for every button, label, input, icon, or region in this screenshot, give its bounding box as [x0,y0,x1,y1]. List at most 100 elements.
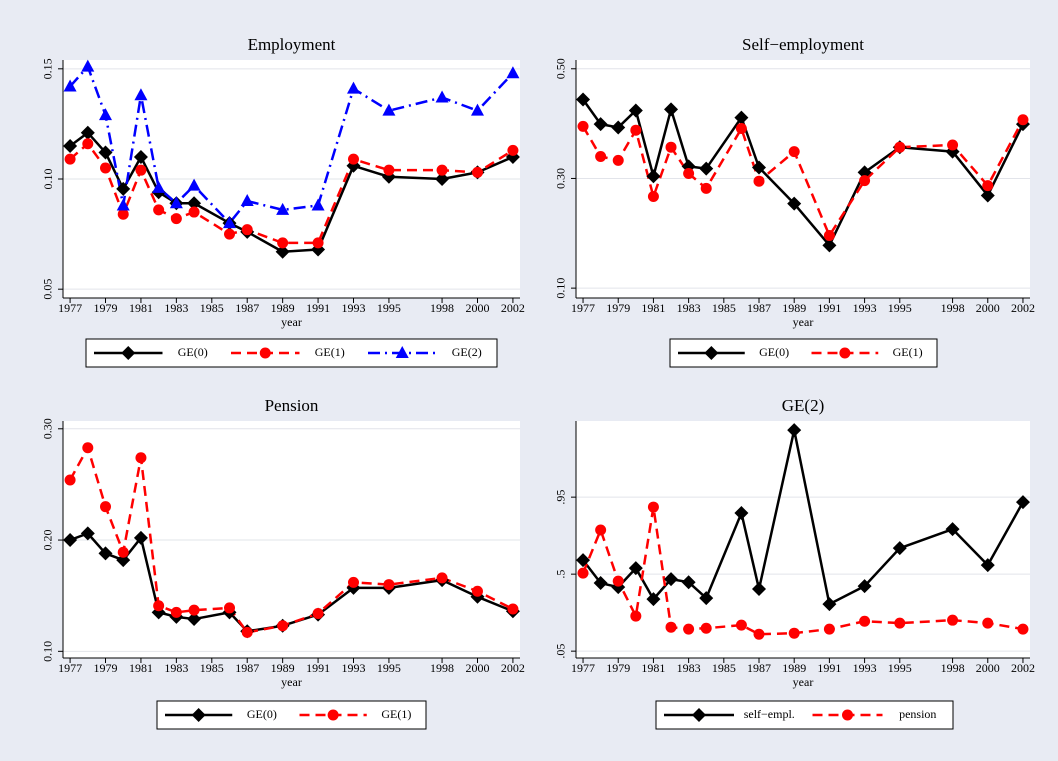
data-point [347,576,359,588]
data-point [276,202,290,215]
data-point [100,501,112,513]
data-point [170,606,182,618]
x-tick-label: 1979 [606,301,630,315]
data-point [435,172,450,186]
y-tick-label: .5 [554,570,568,579]
data-point [382,103,396,116]
x-tick-label: 2002 [1011,661,1035,675]
y-tick-label: 0.10 [554,278,568,299]
x-tick-label: 2002 [501,301,525,315]
data-point [507,603,519,615]
data-point [753,175,765,187]
x-tick-label: 1991 [306,301,330,315]
x-tick-label: 2000 [976,661,1000,675]
x-tick-label: 1987 [747,661,771,675]
data-point [240,194,254,207]
data-point [80,526,95,541]
data-point [277,237,289,249]
data-point [383,164,395,176]
data-point [593,576,608,591]
x-tick-label: 1995 [888,661,912,675]
data-point [857,165,872,180]
data-point [665,141,677,153]
data-point [311,198,325,211]
y-tick-label: .95 [554,490,568,505]
data-point [822,597,837,612]
x-tick-label: 1998 [430,661,454,675]
data-point [612,154,624,166]
data-point [630,124,642,136]
x-tick-label: 1981 [641,661,665,675]
plot-area [576,60,1030,298]
data-point [383,579,395,591]
x-tick-label: 1983 [677,301,701,315]
data-point [823,229,835,241]
data-point [135,164,147,176]
x-tick-label: 1993 [853,301,877,315]
data-point [188,206,200,218]
data-point [187,178,201,191]
x-tick-label: 1985 [712,301,736,315]
data-point [611,120,626,135]
data-point [152,180,166,193]
data-point [577,120,589,132]
data-point [435,90,449,103]
data-point [699,161,714,176]
data-point [1017,114,1029,126]
x-tick-label: 1989 [271,301,295,315]
data-point [646,169,661,184]
y-tick-label: 0.05 [41,279,55,300]
data-point [64,153,76,165]
data-point [734,506,749,521]
data-point [982,617,994,629]
data-point [436,572,448,584]
data-point [945,522,960,537]
data-point [100,162,112,174]
y-tick-label: 0.15 [41,58,55,79]
data-point [699,591,714,606]
data-point [894,617,906,629]
data-point [99,108,113,121]
data-point [82,138,94,150]
x-tick-label: 1989 [271,661,295,675]
x-tick-label: 1993 [341,301,365,315]
data-point [169,196,183,209]
legend-label: pension [899,707,936,721]
x-tick-label: 1983 [164,301,188,315]
data-point [577,567,589,579]
chart-title: Pension [265,396,319,415]
data-point [787,423,802,438]
data-point [117,208,129,220]
x-tick-label: 1998 [941,301,965,315]
x-tick-label: 1979 [606,661,630,675]
x-tick-label: 2000 [465,301,489,315]
data-point [980,558,995,573]
data-point [892,541,907,556]
data-point [133,530,148,545]
x-tick-label: 1983 [164,661,188,675]
data-point [576,553,591,568]
x-tick-label: 1995 [888,301,912,315]
data-point [664,572,679,587]
data-point [241,626,253,638]
data-point [647,191,659,203]
data-point [471,166,483,178]
chart-title: Self−employment [742,35,864,54]
chart-title: Employment [248,35,336,54]
x-tick-label: 2000 [976,301,1000,315]
data-point [822,238,837,253]
data-point [681,575,696,590]
chart-title: GE(2) [782,396,824,415]
data-point [593,117,608,132]
legend-label: GE(2) [452,345,482,359]
data-point [153,600,165,612]
data-point [612,575,624,587]
y-tick-label: 0.30 [41,418,55,439]
legend-label: self−empl. [744,707,795,721]
data-point [63,79,77,92]
data-point [347,153,359,165]
data-point [700,622,712,634]
data-point [187,196,202,211]
data-point [628,103,643,118]
data-point [507,144,519,156]
